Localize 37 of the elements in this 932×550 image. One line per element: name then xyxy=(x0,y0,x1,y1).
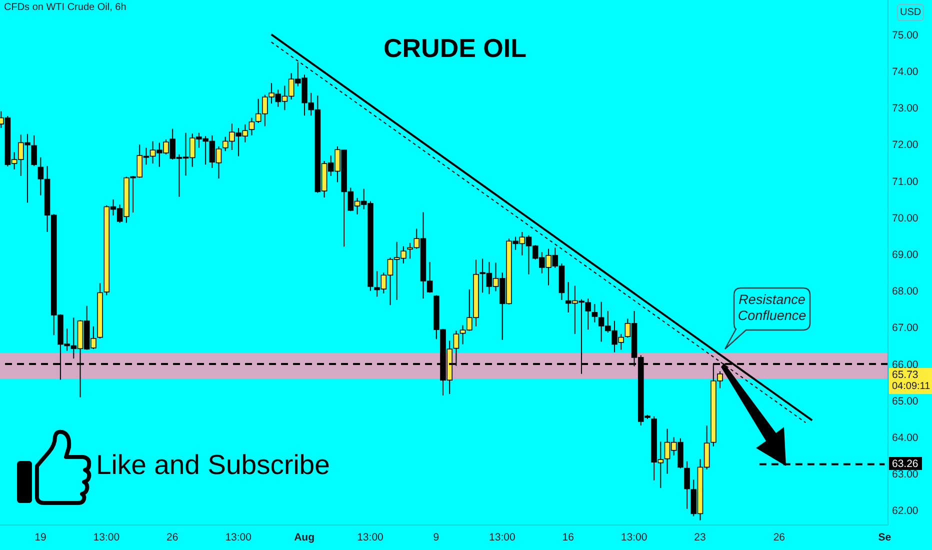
x-tick-label: 26 xyxy=(166,531,178,544)
y-tick-label: 69.00 xyxy=(892,248,918,261)
x-tick-label: 23 xyxy=(694,531,706,544)
x-tick-label: 19 xyxy=(34,531,46,544)
x-tick-label: 13:00 xyxy=(225,531,252,544)
y-tick-label: 68.00 xyxy=(892,286,918,298)
candlestick xyxy=(592,304,598,323)
text: 04:09:11 xyxy=(892,380,930,393)
y-tick-label: 72.00 xyxy=(892,139,918,152)
text: 65.73 xyxy=(892,368,918,381)
y-tick-label: 66.00 xyxy=(892,358,918,371)
chart-subtitle: CFDs on WTI Crude Oil, 6h xyxy=(4,2,126,13)
y-tick-label: 75.00 xyxy=(892,29,918,42)
x-tick-label: 9 xyxy=(433,531,440,544)
x-tick-label: 16 xyxy=(562,531,574,544)
x-tick-label: 13:00 xyxy=(357,531,384,544)
y-tick-label: 74.00 xyxy=(892,66,918,78)
text: CRUDE OIL xyxy=(382,33,528,64)
x-tick-label: Aug xyxy=(294,531,315,544)
text: 63.26 xyxy=(889,456,922,470)
y-tick-label: 71.00 xyxy=(892,176,918,188)
x-tick-label: 26 xyxy=(773,531,786,544)
candlestick xyxy=(684,460,690,510)
y-axis-title: USD xyxy=(897,4,924,21)
annotation: Like and Subscribe xyxy=(96,448,330,482)
y-tick-label: 64.00 xyxy=(892,432,918,444)
x-tick-label: 13:00 xyxy=(93,531,120,544)
y-tick-label: 73.00 xyxy=(892,102,918,115)
y-tick-label: 70.00 xyxy=(892,212,918,224)
y-tick-label: 62.00 xyxy=(892,505,918,518)
y-tick-label: 67.00 xyxy=(892,322,918,334)
x-tick-label: Se xyxy=(878,531,892,544)
y-tick-label: 65.00 xyxy=(892,395,918,408)
x-tick-label: 13:00 xyxy=(620,531,648,544)
annotation: Resistance Confluence xyxy=(736,292,808,324)
y-tick-label: 63.00 xyxy=(892,468,918,481)
x-tick-label: 13:00 xyxy=(489,531,516,544)
